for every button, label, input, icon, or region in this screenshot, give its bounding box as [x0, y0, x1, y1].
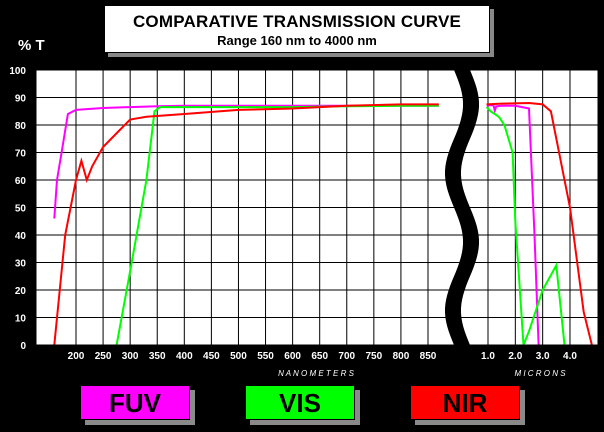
y-tick-label: 10 — [15, 314, 27, 325]
legend-nir: NIR — [410, 385, 520, 420]
axis-break-wave — [445, 70, 479, 345]
x-tick-label: 800 — [393, 351, 410, 362]
x-tick-label: 600 — [284, 351, 301, 362]
x-tick-label: 3.0 — [536, 351, 550, 362]
x-tick-label: 400 — [176, 351, 193, 362]
x-tick-label: 650 — [311, 351, 328, 362]
series-line-nir-um — [486, 101, 593, 346]
x-tick-label: 250 — [95, 351, 112, 362]
x-tick-label: 850 — [420, 351, 437, 362]
y-tick-label: 90 — [15, 94, 27, 105]
x-tick-label: 750 — [366, 351, 383, 362]
y-tick-label: 50 — [15, 204, 27, 215]
x-tick-label: 1.0 — [481, 351, 495, 362]
x-tick-label: 450 — [203, 351, 220, 362]
x-tick-labels: 200 250 300 350 400 450 500 550 600 650 700 750 800 8… — [68, 351, 578, 362]
y-axis-label: % T — [18, 37, 45, 54]
y-tick-label: 20 — [15, 286, 27, 297]
x-tick-label: 2.0 — [508, 351, 522, 362]
series-lines-nanometers — [53, 103, 439, 346]
series-line-fuv-um — [486, 104, 540, 346]
y-tick-label: 40 — [15, 231, 27, 242]
series-line-nir-nm — [53, 103, 439, 346]
y-tick-label: 30 — [15, 259, 27, 270]
chart-subtitle: Range 160 nm to 4000 nm — [217, 33, 377, 48]
y-tick-label: 80 — [15, 121, 27, 132]
x-tick-label: 500 — [230, 351, 247, 362]
grid — [36, 69, 598, 346]
series-line-vis-um — [485, 106, 566, 346]
chart-title: COMPARATIVE TRANSMISSION CURVE — [132, 12, 462, 31]
y-tick-label: 70 — [15, 149, 27, 160]
y-tick-label: 60 — [15, 176, 27, 187]
series-lines-microns — [485, 101, 593, 346]
x-tick-label: 550 — [257, 351, 274, 362]
x-tick-label: 350 — [149, 351, 166, 362]
legend-fuv: FUV — [80, 385, 190, 420]
x-axis-label-nanometers: N A N O M E T E R S — [278, 369, 355, 378]
x-axis-label-microns: M I C R O N S — [514, 369, 566, 378]
plot-border — [35, 69, 599, 346]
x-tick-label: 200 — [68, 351, 85, 362]
y-tick-label: 100 — [9, 66, 26, 77]
y-tick-labels: 0 10 20 30 40 50 60 70 80 90 100 — [9, 66, 26, 352]
y-tick-label: 0 — [20, 341, 26, 352]
x-tick-label: 300 — [122, 351, 139, 362]
x-tick-label: 700 — [338, 351, 355, 362]
chart-title-box: COMPARATIVE TRANSMISSION CURVE Range 160… — [104, 5, 490, 53]
legend-vis: VIS — [245, 385, 355, 420]
x-tick-label: 4.0 — [563, 351, 577, 362]
